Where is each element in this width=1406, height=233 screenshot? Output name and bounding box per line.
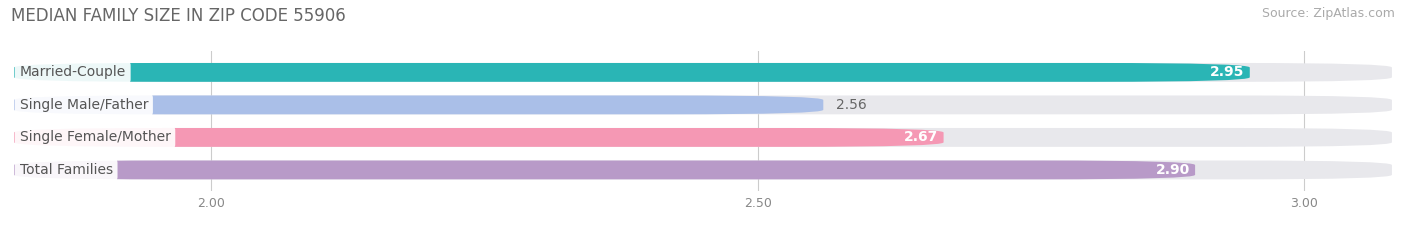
Text: 2.95: 2.95 [1211, 65, 1244, 79]
Text: Single Female/Mother: Single Female/Mother [20, 130, 170, 144]
Text: 2.67: 2.67 [904, 130, 938, 144]
Text: Single Male/Father: Single Male/Father [20, 98, 148, 112]
FancyBboxPatch shape [14, 63, 1392, 82]
Text: Total Families: Total Families [20, 163, 112, 177]
FancyBboxPatch shape [14, 128, 1392, 147]
Text: 2.56: 2.56 [837, 98, 868, 112]
FancyBboxPatch shape [14, 96, 1392, 114]
FancyBboxPatch shape [14, 96, 824, 114]
Text: 2.90: 2.90 [1156, 163, 1189, 177]
Text: MEDIAN FAMILY SIZE IN ZIP CODE 55906: MEDIAN FAMILY SIZE IN ZIP CODE 55906 [11, 7, 346, 25]
Text: Married-Couple: Married-Couple [20, 65, 125, 79]
FancyBboxPatch shape [14, 63, 1250, 82]
Text: Source: ZipAtlas.com: Source: ZipAtlas.com [1261, 7, 1395, 20]
FancyBboxPatch shape [14, 161, 1195, 179]
FancyBboxPatch shape [14, 128, 943, 147]
FancyBboxPatch shape [14, 161, 1392, 179]
